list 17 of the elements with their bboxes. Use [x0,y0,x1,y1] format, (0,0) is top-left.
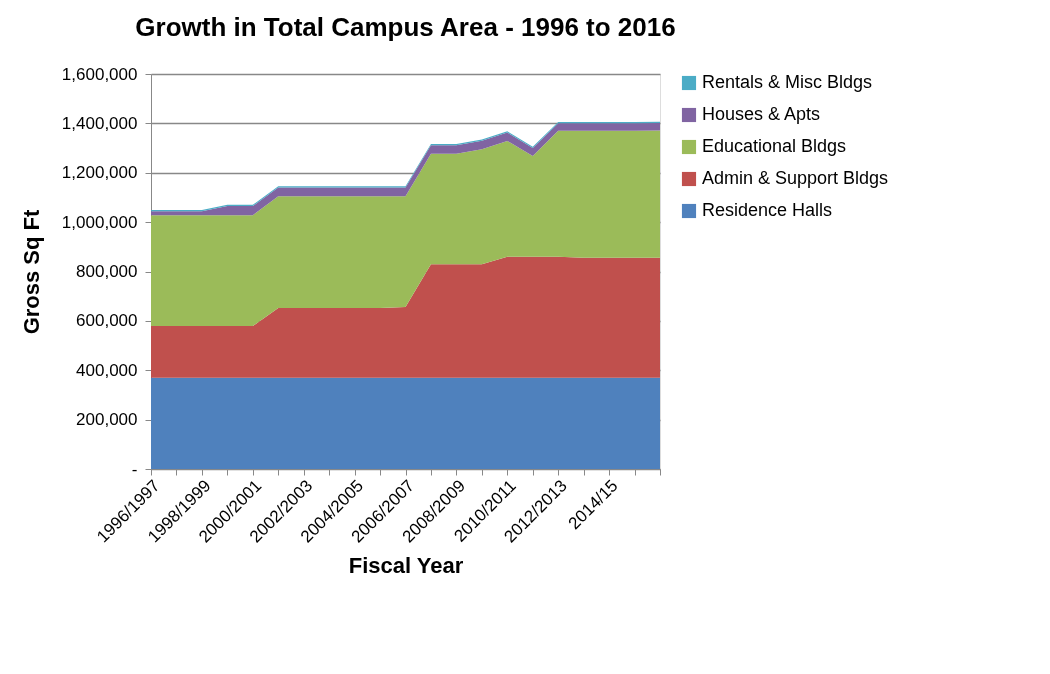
y-tick-label: 800,000 [76,262,138,281]
y-tick-label: 1,600,000 [61,64,138,84]
y-axis-title: Gross Sq Ft [18,208,44,335]
legend-label: Educational Bldgs [702,136,847,156]
legend-label: Rentals & Misc Bldgs [702,72,873,92]
legend-label: Residence Halls [702,200,833,220]
x-axis-title: Fiscal Year [348,552,464,578]
y-tick-label: 1,200,000 [61,163,138,183]
y-tick-label: - [131,459,138,479]
legend-label: Admin & Support Bldgs [702,168,889,188]
y-tick-label: 600,000 [76,311,138,331]
y-tick-label: 400,000 [76,360,138,380]
y-tick-label: 1,400,000 [61,113,138,133]
y-tick-label: 200,000 [76,410,138,430]
chart-title: Growth in Total Campus Area - 1996 to 2016 [135,12,676,42]
legend-label: Houses & Apts [702,104,821,124]
y-tick-label: 1,000,000 [61,212,138,232]
